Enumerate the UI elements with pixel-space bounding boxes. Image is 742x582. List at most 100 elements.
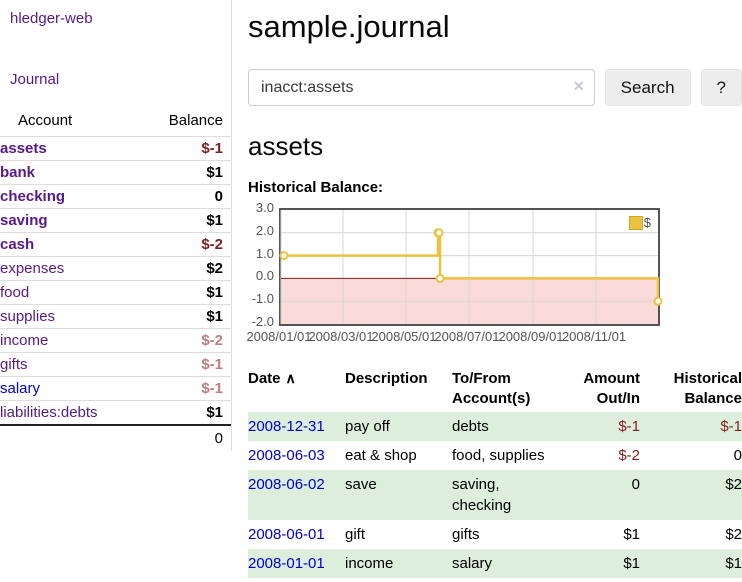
- chart-title: Historical Balance:: [248, 179, 384, 196]
- account-row: checking 0: [0, 184, 231, 209]
- account-cell: food: [0, 281, 141, 305]
- account-balance: $1: [206, 404, 223, 421]
- transaction-amount: $-2: [618, 446, 640, 464]
- series-swatch-icon: [628, 215, 643, 230]
- transaction-accounts: debts: [452, 417, 489, 435]
- historical-balance-chart: $ 3.0 2.0 1.0 0.0 -1.0 -2.0 2008/01/01 2008/03/…: [246, 200, 742, 355]
- page-title: sample.journal: [248, 9, 450, 44]
- account-link[interactable]: expenses: [0, 260, 65, 277]
- transaction-date-cell: 2008-12-31: [248, 412, 345, 441]
- transaction-date-link[interactable]: 2008-06-02: [248, 475, 325, 493]
- y-axis-tick-label: 1.0: [255, 245, 274, 261]
- transaction-date-cell: 2008-06-01: [248, 520, 345, 549]
- account-link[interactable]: assets: [0, 140, 47, 157]
- transaction-balance: $2: [725, 475, 742, 493]
- help-button[interactable]: ?: [700, 69, 742, 106]
- search-input[interactable]: [248, 69, 595, 106]
- transaction-amount: 0: [631, 475, 640, 493]
- table-row: 2008-06-03 eat & shop food, supplies $-2 0: [248, 441, 742, 470]
- account-cell: saving: [0, 209, 141, 233]
- account-row: liabilities:debts $1: [0, 400, 231, 426]
- register-table: Date ∧ Description To/From Account(s) Amount…: [248, 367, 742, 578]
- account-heading: assets: [248, 131, 324, 161]
- account-cell: checking: [0, 185, 141, 209]
- accounts-total-spacer: [0, 425, 141, 451]
- transaction-amount: $1: [623, 554, 640, 572]
- account-link[interactable]: food: [0, 284, 30, 301]
- account-link[interactable]: gifts: [0, 356, 28, 373]
- account-cell: liabilities:debts: [0, 401, 141, 426]
- transaction-accounts: saving, checking: [452, 475, 512, 514]
- accounts-total-value: 0: [214, 430, 223, 447]
- transaction-description: income: [345, 554, 394, 572]
- accounts-header-row: Account Balance: [0, 108, 231, 137]
- transaction-balance: $1: [725, 554, 742, 572]
- account-link[interactable]: cash: [0, 236, 35, 253]
- register-header-historical-balance: Historical Balance: [673, 370, 742, 408]
- transaction-balance: $-1: [720, 417, 742, 435]
- register-header-to-from-account-s-: To/From Account(s): [452, 370, 531, 408]
- accounts-header-balance: Balance: [168, 112, 223, 129]
- register-header-description: Description: [345, 370, 428, 387]
- account-balance: $-2: [201, 236, 223, 253]
- account-link[interactable]: checking: [0, 188, 66, 205]
- transaction-date-link[interactable]: 2008-06-03: [248, 446, 325, 464]
- accounts-total-row: 0: [0, 425, 231, 451]
- search-form: ✕ Search ?: [248, 69, 742, 106]
- account-balance: $2: [206, 260, 223, 277]
- x-axis-tick-label: 2008/03/01: [308, 329, 374, 344]
- account-row: cash $-2: [0, 232, 231, 257]
- account-cell: expenses: [0, 257, 141, 281]
- transaction-amount: $-1: [618, 417, 640, 435]
- account-balance: $-1: [201, 380, 223, 397]
- table-row: 2008-06-02 save saving, checking 0 $2: [248, 469, 742, 520]
- accounts-table: Account Balance assets $-1 bank $1 checking 0…: [0, 108, 231, 451]
- y-axis-tick-label: 0.0: [255, 268, 274, 284]
- account-link[interactable]: saving: [0, 212, 48, 229]
- transaction-description: eat & shop: [345, 446, 417, 464]
- register-header-date[interactable]: Date ∧: [248, 370, 296, 387]
- x-axis-tick-label: 2008/05/01: [371, 329, 437, 344]
- account-cell: salary: [0, 377, 141, 401]
- sidebar: hledger-web Journal Account Balance asse…: [0, 0, 232, 451]
- transaction-date-link[interactable]: 2008-12-31: [248, 417, 325, 435]
- transaction-date-link[interactable]: 2008-01-01: [248, 554, 325, 572]
- account-row: salary $-1: [0, 376, 231, 401]
- account-cell: cash: [0, 233, 141, 257]
- main-content: sample.journal ✕ Search ? assets Histori…: [246, 0, 742, 578]
- account-row: gifts $-1: [0, 352, 231, 377]
- sidebar-item-journal[interactable]: Journal: [10, 71, 60, 88]
- data-point-marker: [279, 251, 289, 261]
- chart-plot-area: $: [279, 208, 663, 326]
- account-link[interactable]: income: [0, 332, 49, 349]
- transaction-balance: $2: [725, 525, 742, 543]
- y-axis-tick-label: -1.0: [251, 291, 274, 307]
- search-box: ✕: [248, 69, 595, 106]
- x-axis-tick-label: 2008/09/01: [498, 329, 564, 344]
- account-balance: $1: [206, 164, 223, 181]
- data-point-marker: [653, 296, 663, 306]
- account-balance: $-1: [201, 140, 223, 157]
- data-point-marker: [435, 273, 445, 283]
- transaction-date-link[interactable]: 2008-06-01: [248, 525, 325, 543]
- account-balance: $1: [206, 284, 223, 301]
- clear-search-icon[interactable]: ✕: [572, 78, 585, 94]
- transaction-accounts: salary: [452, 554, 493, 572]
- account-link[interactable]: bank: [0, 164, 36, 181]
- table-row: 2008-06-01 gift gifts $1 $2: [248, 520, 742, 549]
- account-cell: supplies: [0, 305, 141, 329]
- account-balance: $1: [206, 308, 223, 325]
- account-link[interactable]: liabilities:debts: [0, 404, 98, 421]
- account-link[interactable]: salary: [0, 380, 41, 397]
- transaction-amount: $1: [623, 525, 640, 543]
- account-link[interactable]: supplies: [0, 308, 56, 325]
- search-button[interactable]: Search: [604, 69, 691, 106]
- transaction-date-cell: 2008-01-01: [248, 549, 345, 578]
- chart-legend: $: [628, 215, 651, 230]
- y-axis-tick-label: -2.0: [251, 314, 274, 329]
- app-title-link[interactable]: hledger-web: [10, 10, 93, 27]
- account-row: saving $1: [0, 208, 231, 233]
- x-axis-tick-label: 2008/01/01: [246, 329, 312, 344]
- account-row: bank $1: [0, 160, 231, 185]
- register-header-row: Date ∧ Description To/From Account(s) Amount…: [248, 367, 742, 412]
